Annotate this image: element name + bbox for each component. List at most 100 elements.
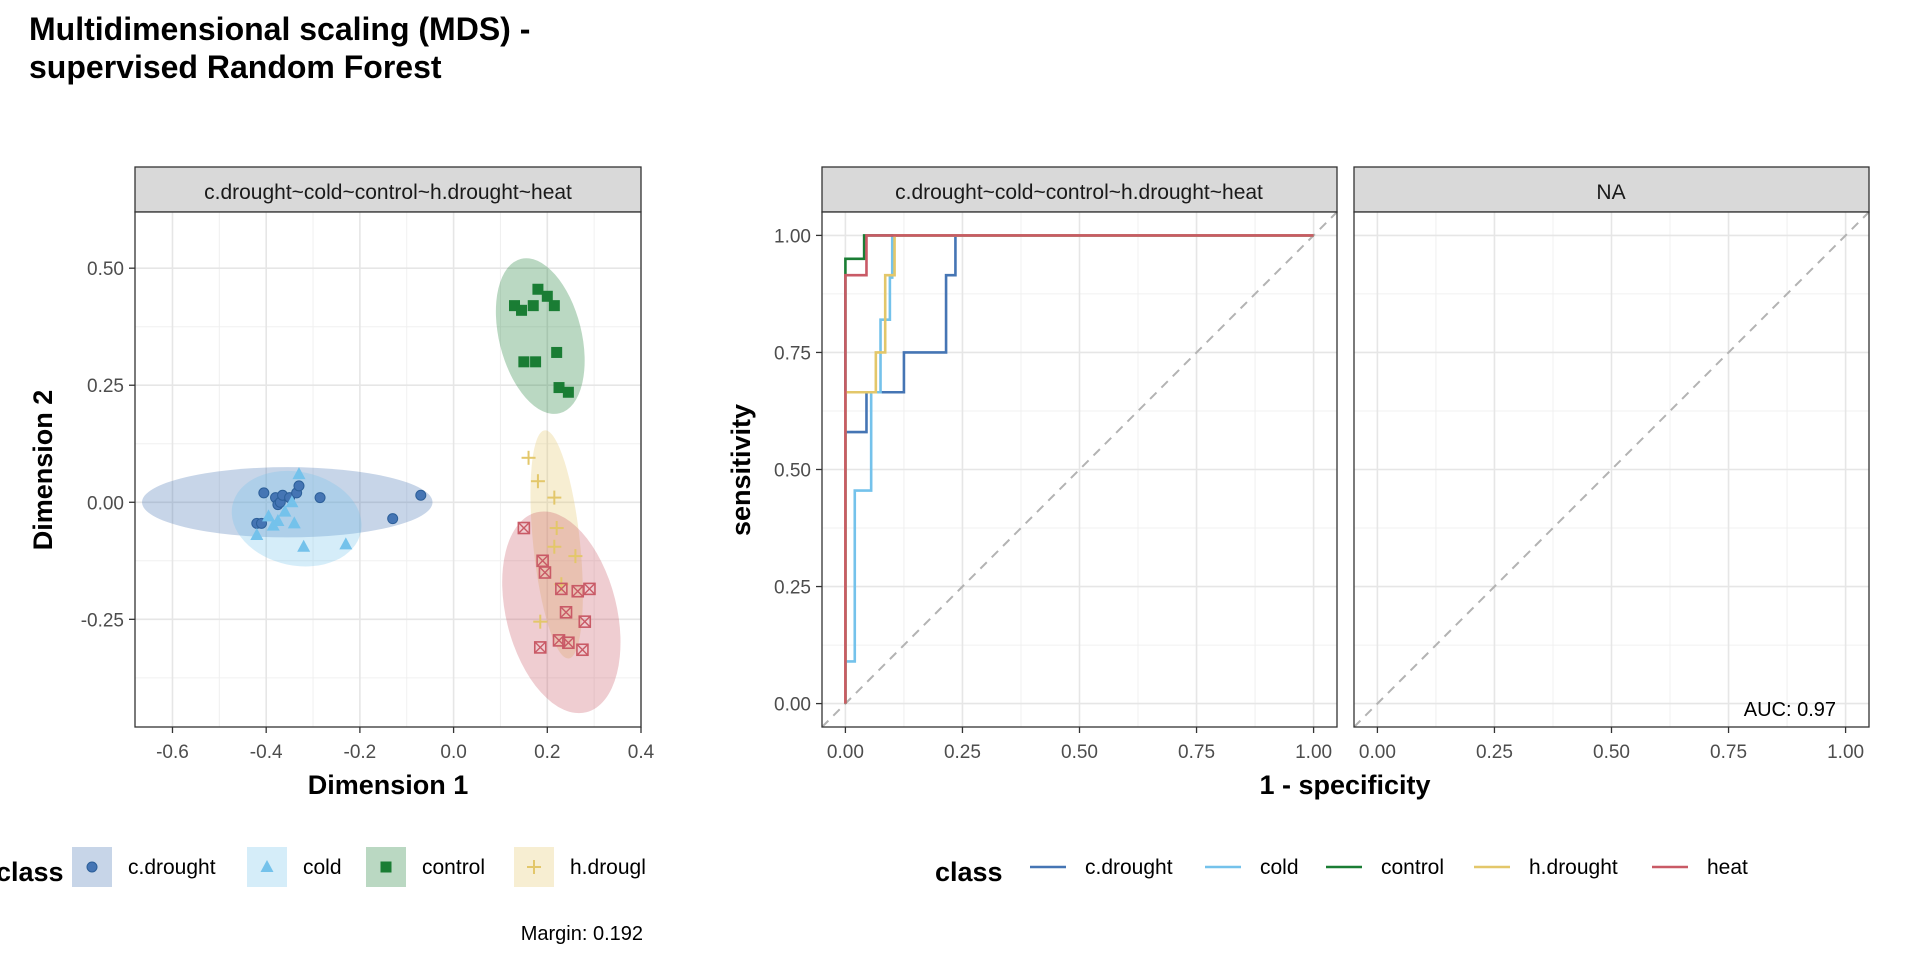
roc-y-tick-label: 0.75	[774, 343, 811, 364]
roc-x-tick-label: 0.75	[1178, 742, 1215, 763]
mds-legend-marker	[86, 861, 98, 873]
roc-legend-label: heat	[1707, 856, 1748, 879]
point-h.drought	[547, 539, 562, 554]
point-control	[551, 346, 563, 358]
mds-strip	[134, 166, 642, 213]
mds-x-tick-label: 0.2	[534, 742, 560, 763]
roc-x-tick-label: 0.50	[1593, 742, 1630, 763]
point-control	[541, 290, 553, 302]
mds-x-ticks: -0.6 -0.4 -0.2 0.0 0.2 0.4	[156, 727, 655, 763]
margin-note: Margin: 0.192	[521, 923, 643, 945]
mds-y-tick-label: 0.00	[87, 493, 124, 514]
point-heat	[555, 582, 568, 596]
mds-strip-label: c.drought~cold~control~h.drought~heat	[204, 181, 572, 204]
point-cold	[271, 514, 285, 526]
mds-legend-title: class	[0, 857, 64, 887]
point-heat	[533, 641, 547, 654]
roc-legend: class c.drought cold control h.drought heat	[935, 856, 1748, 887]
roc-panel-right: NA 0.00 0.25 0.50 0.75 1.00 AUC: 0.97	[1353, 166, 1870, 763]
roc-right-x-ticks: 0.00 0.25 0.50 0.75 1.00	[1359, 727, 1864, 763]
point-heat	[578, 615, 592, 628]
roc-curves	[844, 234, 1314, 704]
roc-legend-label: c.drought	[1085, 856, 1173, 879]
point-cold	[297, 539, 311, 552]
point-heat	[538, 566, 552, 579]
point-heat	[517, 521, 531, 535]
point-control	[553, 382, 565, 394]
roc-y-axis-title: sensitivity	[726, 404, 756, 536]
point-heat	[559, 605, 573, 619]
point-heat	[552, 634, 566, 647]
roc-curve-heat	[844, 234, 1314, 704]
mds-panel: c.drought~cold~control~h.drought~heat -0…	[28, 166, 655, 800]
mds-y-tick-label: 0.25	[87, 376, 124, 397]
roc-left-x-ticks: 0.00 0.25 0.50 0.75 1.00	[827, 727, 1332, 763]
ellipse-h.drought	[530, 430, 583, 659]
mds-x-tick-label: 0.0	[440, 742, 466, 763]
mds-legend-item: cold	[247, 847, 342, 887]
roc-x-tick-label: 1.00	[1295, 742, 1332, 763]
point-heat	[583, 582, 596, 596]
mds-legend-marker	[260, 860, 274, 872]
roc-y-tick-label: 0.00	[774, 695, 811, 716]
roc-x-tick-label: 0.00	[827, 742, 864, 763]
point-c.drought	[415, 489, 427, 501]
roc-y-ticks: 0.00 0.25 0.50 0.75 1.00	[774, 226, 822, 716]
chart-title-line-1: Multidimensional scaling (MDS) -	[29, 11, 530, 47]
mds-x-tick-label: -0.2	[344, 742, 377, 763]
point-control	[516, 304, 528, 316]
mds-legend: class c.drought cold control h.drougl	[0, 847, 646, 887]
roc-y-tick-label: 0.25	[774, 578, 811, 599]
roc-legend-label: h.drought	[1529, 856, 1618, 879]
point-h.drought	[530, 474, 545, 489]
ellipse-control	[495, 258, 585, 414]
roc-y-tick-label: 1.00	[774, 226, 811, 247]
point-control	[527, 300, 539, 312]
roc-strip-right-label: NA	[1596, 181, 1625, 204]
roc-x-tick-label: 0.25	[1476, 742, 1513, 763]
point-control	[509, 300, 520, 312]
mds-x-tick-label: 0.4	[628, 742, 655, 763]
mds-y-axis-title: Dimension 2	[28, 390, 58, 551]
point-h.drought	[568, 549, 583, 564]
point-h.drought	[549, 521, 564, 536]
roc-panel-left: c.drought~cold~control~h.drought~heat 0.…	[821, 166, 1338, 763]
mds-legend-item: control	[366, 847, 485, 887]
point-c.drought	[258, 487, 270, 499]
mds-legend-label: h.drougl	[570, 856, 646, 879]
point-h.drought	[533, 614, 548, 629]
mds-legend-marker	[527, 860, 541, 874]
roc-strip-left	[821, 166, 1338, 213]
point-h.drought	[547, 490, 562, 505]
mds-legend-item: c.drought	[72, 847, 216, 887]
mds-x-axis-title: Dimension 1	[308, 770, 469, 800]
point-cold	[339, 537, 353, 550]
roc-legend-item: heat	[1652, 856, 1748, 879]
ellipse-heat	[502, 511, 621, 714]
roc-curve-c.drought	[844, 234, 1314, 704]
roc-legend-item: control	[1326, 856, 1444, 879]
roc-strip-left-label: c.drought~cold~control~h.drought~heat	[895, 181, 1263, 204]
roc-x-tick-label: 0.50	[1061, 742, 1098, 763]
mds-y-tick-label: 0.50	[87, 259, 124, 280]
point-c.drought	[314, 492, 326, 504]
roc-strip-right	[1353, 166, 1870, 213]
mds-legend-label: control	[422, 856, 485, 879]
mds-legend-label: cold	[303, 856, 342, 879]
roc-x-tick-label: 0.00	[1359, 742, 1396, 763]
point-cold	[278, 504, 292, 517]
roc-legend-label: cold	[1260, 856, 1299, 879]
mds-legend-label: c.drought	[128, 856, 216, 879]
mds-x-tick-label: -0.6	[156, 742, 189, 763]
mds-y-tick-label: -0.25	[81, 610, 124, 631]
point-control	[532, 283, 544, 295]
mds-y-ticks: -0.25 0.00 0.25 0.50	[81, 259, 135, 631]
point-cold	[287, 516, 301, 529]
point-cold	[292, 467, 306, 480]
point-control	[548, 300, 560, 312]
point-heat	[536, 554, 549, 568]
mds-plot-border	[134, 211, 642, 728]
point-control	[518, 356, 530, 368]
roc-x-tick-label: 1.00	[1827, 742, 1864, 763]
